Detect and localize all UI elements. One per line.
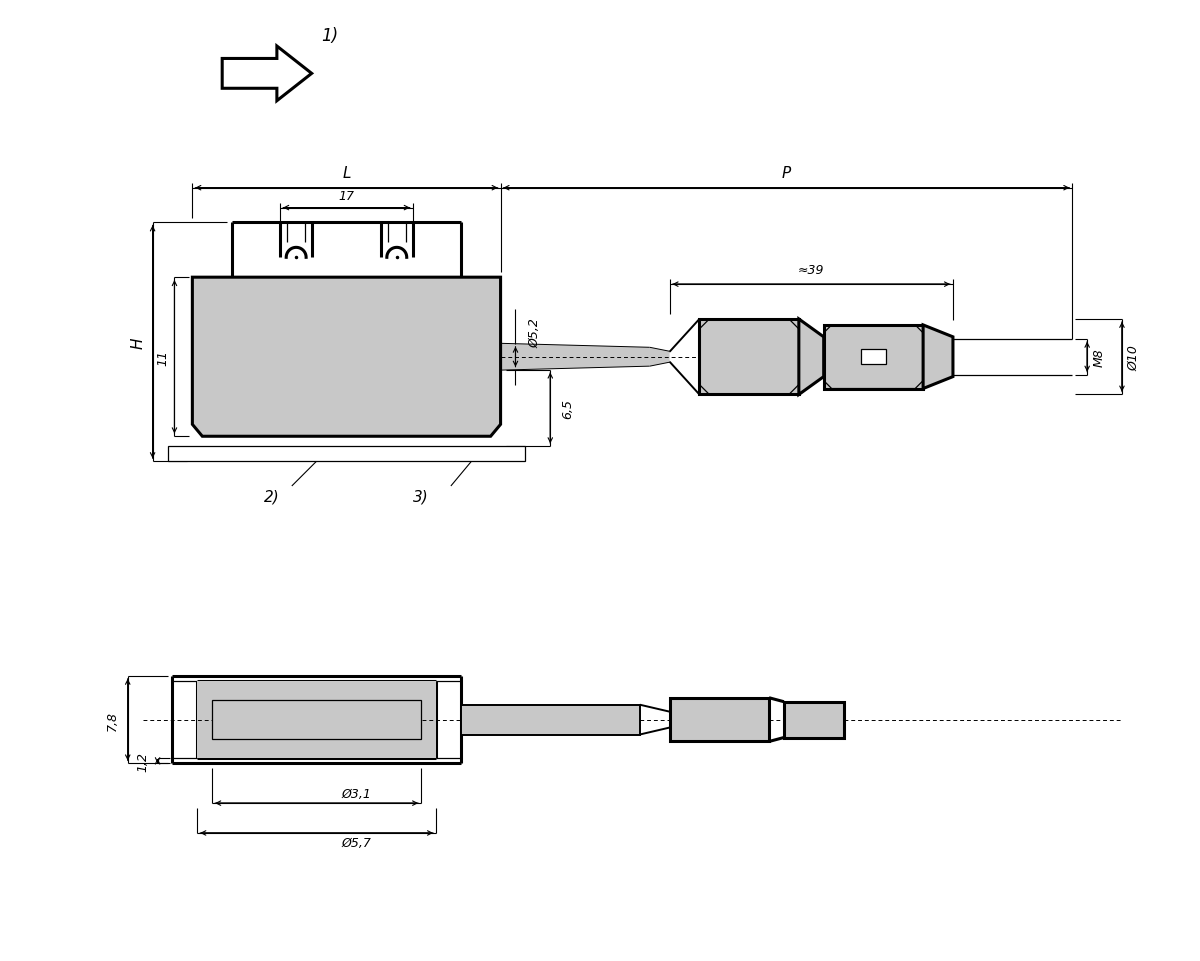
Polygon shape xyxy=(222,47,312,102)
Text: 7,8: 7,8 xyxy=(107,710,119,729)
Text: P: P xyxy=(781,166,791,181)
Text: M8: M8 xyxy=(1093,348,1105,367)
Text: Ø3,1: Ø3,1 xyxy=(342,787,371,800)
Text: Ø5,7: Ø5,7 xyxy=(342,836,371,850)
Text: H: H xyxy=(130,336,145,348)
Text: 2): 2) xyxy=(264,489,280,504)
Text: 11: 11 xyxy=(156,350,169,365)
Text: L: L xyxy=(342,166,350,181)
Polygon shape xyxy=(500,344,670,370)
Polygon shape xyxy=(923,326,953,389)
Polygon shape xyxy=(197,681,436,758)
Text: 6,5: 6,5 xyxy=(562,399,575,418)
Polygon shape xyxy=(823,326,923,389)
Polygon shape xyxy=(192,278,500,437)
Polygon shape xyxy=(212,700,421,740)
Text: ≈39: ≈39 xyxy=(798,263,824,277)
Text: 1,2: 1,2 xyxy=(136,752,149,771)
Polygon shape xyxy=(700,320,799,395)
Polygon shape xyxy=(670,698,769,742)
Text: 3): 3) xyxy=(413,489,428,504)
Text: 17: 17 xyxy=(338,190,354,203)
Polygon shape xyxy=(860,350,886,365)
Polygon shape xyxy=(799,320,823,395)
Polygon shape xyxy=(461,705,640,735)
Polygon shape xyxy=(168,447,526,461)
Text: Ø10: Ø10 xyxy=(1127,344,1140,370)
Text: 1): 1) xyxy=(322,27,338,45)
Text: Ø5,2: Ø5,2 xyxy=(529,317,542,348)
Polygon shape xyxy=(784,702,844,738)
